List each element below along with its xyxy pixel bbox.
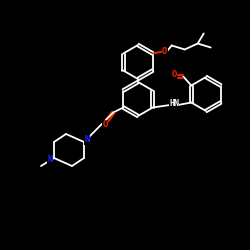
Text: O: O xyxy=(172,70,177,79)
Text: O: O xyxy=(162,47,168,56)
Text: N: N xyxy=(84,136,90,144)
Text: O: O xyxy=(102,120,108,129)
Text: N: N xyxy=(47,156,53,164)
Text: HN: HN xyxy=(169,100,179,108)
